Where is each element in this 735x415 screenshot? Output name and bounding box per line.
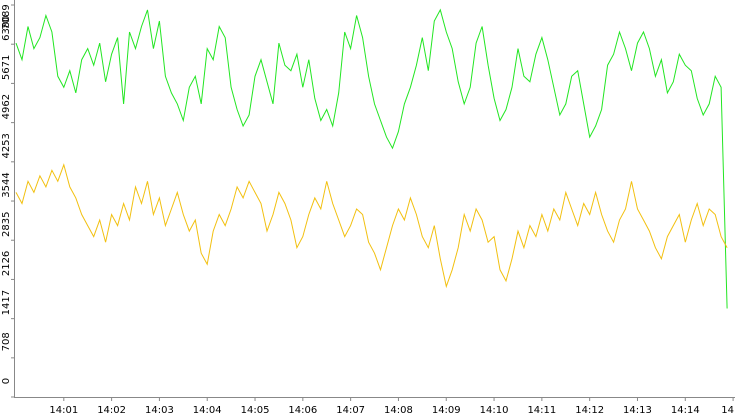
y-tick-label: 6380 [1, 15, 12, 40]
series-line [15, 8, 728, 309]
x-tick-label: 14:04 [193, 405, 222, 415]
y-tick-label: 1417 [1, 290, 12, 315]
x-tick-label: 14:01 [49, 405, 78, 415]
x-tick-label: 14:03 [145, 405, 174, 415]
y-tick-label: 4962 [1, 94, 12, 119]
x-tick-label: 14:13 [623, 405, 652, 415]
series-line [15, 163, 728, 289]
y-tick-label: 2126 [1, 251, 12, 276]
x-tick-label: 14 [721, 405, 734, 415]
y-tick-label: 708 [1, 332, 12, 351]
x-tick-label: 14:10 [480, 405, 509, 415]
x-tick-label: 14:14 [671, 405, 700, 415]
x-tick-label: 14:08 [384, 405, 413, 415]
y-tick-label: 2835 [1, 212, 12, 237]
x-tick-label: 14:09 [432, 405, 461, 415]
x-tick-label: 14:11 [527, 405, 556, 415]
y-tick-label: 0 [1, 378, 12, 384]
y-tick-label: 4253 [1, 133, 12, 158]
x-tick-label: 14:02 [97, 405, 126, 415]
x-tick-label: 14:06 [288, 405, 317, 415]
y-tick-label: 7089 [1, 4, 12, 29]
y-tick-label: 5671 [1, 55, 12, 80]
x-tick-label: 14:07 [336, 405, 365, 415]
y-tick-label: 3544 [1, 172, 12, 197]
x-tick-label: 14:12 [575, 405, 604, 415]
x-tick-label: 14:05 [241, 405, 270, 415]
